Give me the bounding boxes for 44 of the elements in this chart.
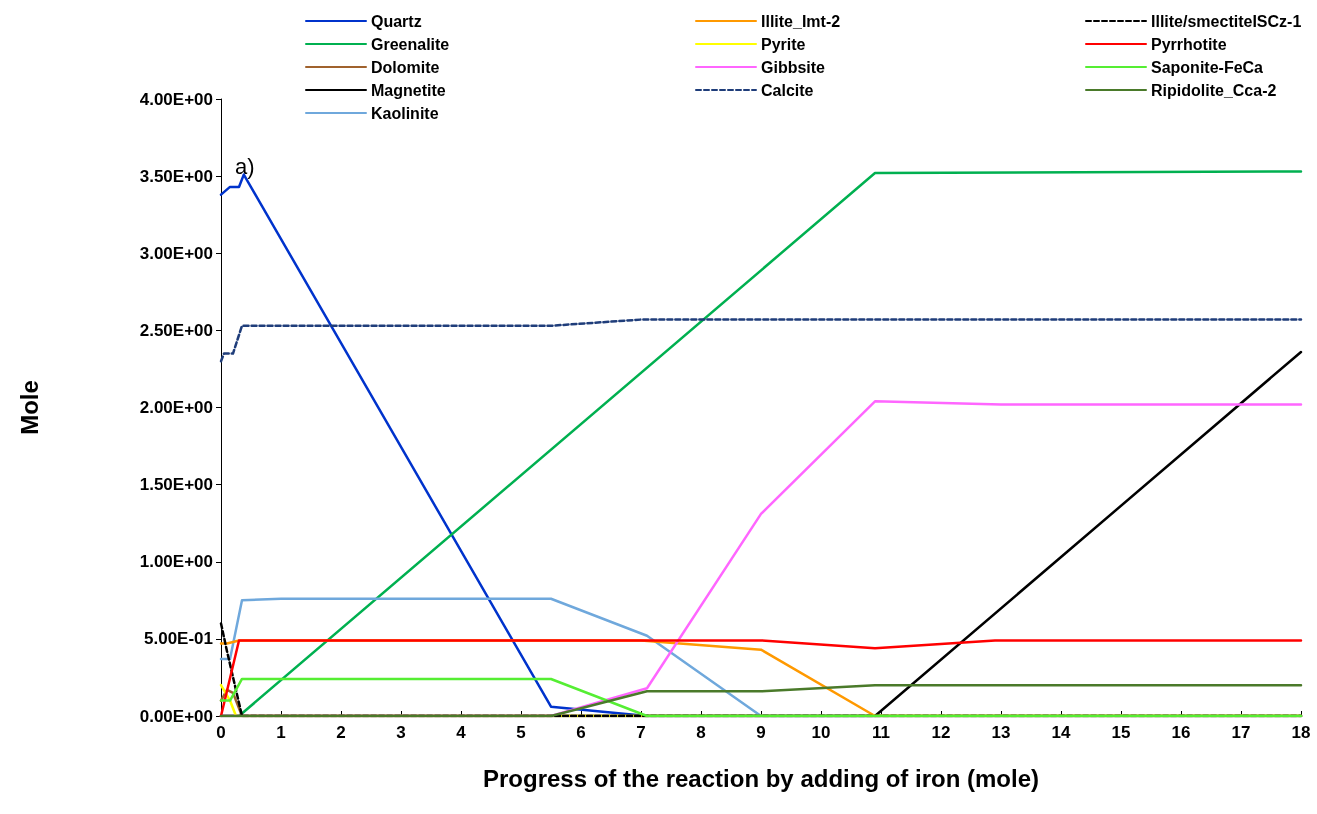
x-tick-label: 7	[636, 723, 646, 742]
y-tick-label: 1.00E+00	[139, 552, 213, 572]
legend-label: Kaolinite	[371, 104, 439, 122]
x-tick-label: 8	[696, 723, 706, 742]
x-tick-label: 6	[576, 723, 586, 742]
legend-label: Pyrrhotite	[1151, 35, 1227, 53]
x-tick-label: 14	[1051, 723, 1071, 742]
legend-label: Calcite	[761, 81, 814, 99]
legend-label: Dolomite	[371, 58, 440, 76]
legend-label: Gibbsite	[761, 58, 826, 76]
y-tick-label: 2.00E+00	[139, 398, 213, 417]
x-tick-label: 5	[516, 723, 526, 742]
y-tick-label: 4.00E+00	[139, 89, 213, 109]
y-tick-label: 0.00E+00	[139, 706, 213, 726]
y-axis-title: Mole	[15, 380, 43, 435]
x-tick-label: 11	[872, 723, 890, 742]
legend-label: Illite_Imt-2	[761, 12, 841, 30]
y-tick-label: 3.50E+00	[139, 166, 213, 186]
y-tick-label: 3.00E+00	[139, 243, 213, 263]
legend-label: Quartz	[371, 12, 422, 30]
y-tick-label: 1.50E+00	[139, 475, 213, 495]
legend-label: Saponite-FeCa	[1151, 58, 1264, 76]
legend-label: Greenalite	[371, 35, 450, 53]
x-axis-title: Progress of the reaction by adding of iron (mole)	[482, 764, 1040, 792]
x-tick-label: 15	[1111, 723, 1131, 742]
x-tick-label: 17	[1231, 723, 1251, 742]
legend-label: Pyrite	[761, 35, 806, 53]
y-tick-label: 5.00E-01	[144, 629, 213, 649]
x-tick-label: 2	[336, 723, 346, 742]
x-tick-label: 3	[396, 723, 406, 742]
annotation: a)	[235, 153, 255, 179]
x-tick-label: 9	[756, 723, 766, 742]
y-tick-label: 2.50E+00	[139, 320, 213, 340]
legend-label: Ripidolite_Cca-2	[1151, 81, 1277, 99]
x-tick-label: 10	[811, 723, 831, 742]
x-tick-label: 0	[216, 723, 226, 742]
x-tick-label: 12	[931, 723, 951, 742]
x-tick-label: 18	[1291, 723, 1311, 742]
x-tick-label: 4	[456, 723, 467, 742]
legend-label: Magnetite	[371, 81, 446, 99]
legend-label: Illite/smectiteISCz-1	[1151, 12, 1302, 30]
x-tick-label: 16	[1171, 723, 1191, 742]
x-tick-label: 1	[276, 723, 286, 742]
x-tick-label: 13	[991, 723, 1011, 742]
